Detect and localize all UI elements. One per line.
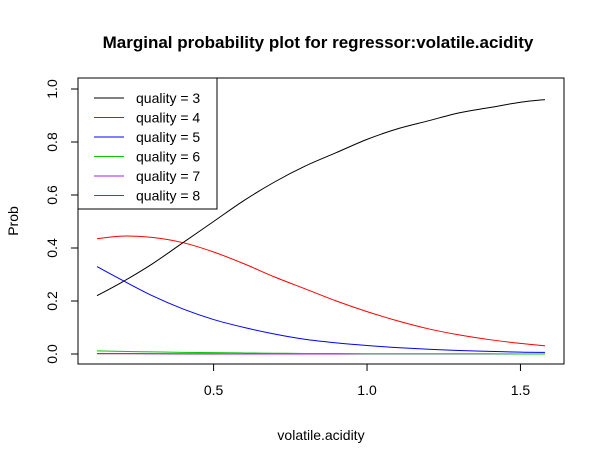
x-tick-label: 1.0: [357, 382, 377, 398]
x-axis-label: volatile.acidity: [277, 427, 364, 443]
y-tick-label: 0.4: [44, 238, 60, 258]
legend-label-quality-6: quality = 6: [136, 149, 200, 165]
legend-label-quality-7: quality = 7: [136, 168, 200, 184]
legend-label-quality-3: quality = 3: [136, 90, 200, 106]
y-tick-label: 0.2: [44, 291, 60, 311]
legend-label-quality-4: quality = 4: [136, 110, 200, 126]
x-tick-label: 1.5: [511, 382, 531, 398]
chart-title: Marginal probability plot for regressor:…: [103, 33, 534, 52]
y-axis: 0.0 0.2 0.4 0.6 0.8 1.0: [44, 79, 78, 364]
y-tick-label: 0.0: [44, 344, 60, 364]
y-tick-label: 1.0: [44, 79, 60, 99]
legend: quality = 3 quality = 4 quality = 5 quality…: [78, 78, 217, 209]
y-axis-label: Prob: [5, 206, 21, 236]
y-tick-label: 0.6: [44, 185, 60, 205]
series-line-quality-5: [97, 267, 545, 353]
y-tick-label: 0.8: [44, 132, 60, 152]
x-axis: 0.5 1.0 1.5: [204, 364, 531, 398]
legend-label-quality-5: quality = 5: [136, 129, 200, 145]
legend-label-quality-8: quality = 8: [136, 188, 200, 204]
series-line-quality-4: [97, 236, 545, 346]
x-tick-label: 0.5: [204, 382, 224, 398]
